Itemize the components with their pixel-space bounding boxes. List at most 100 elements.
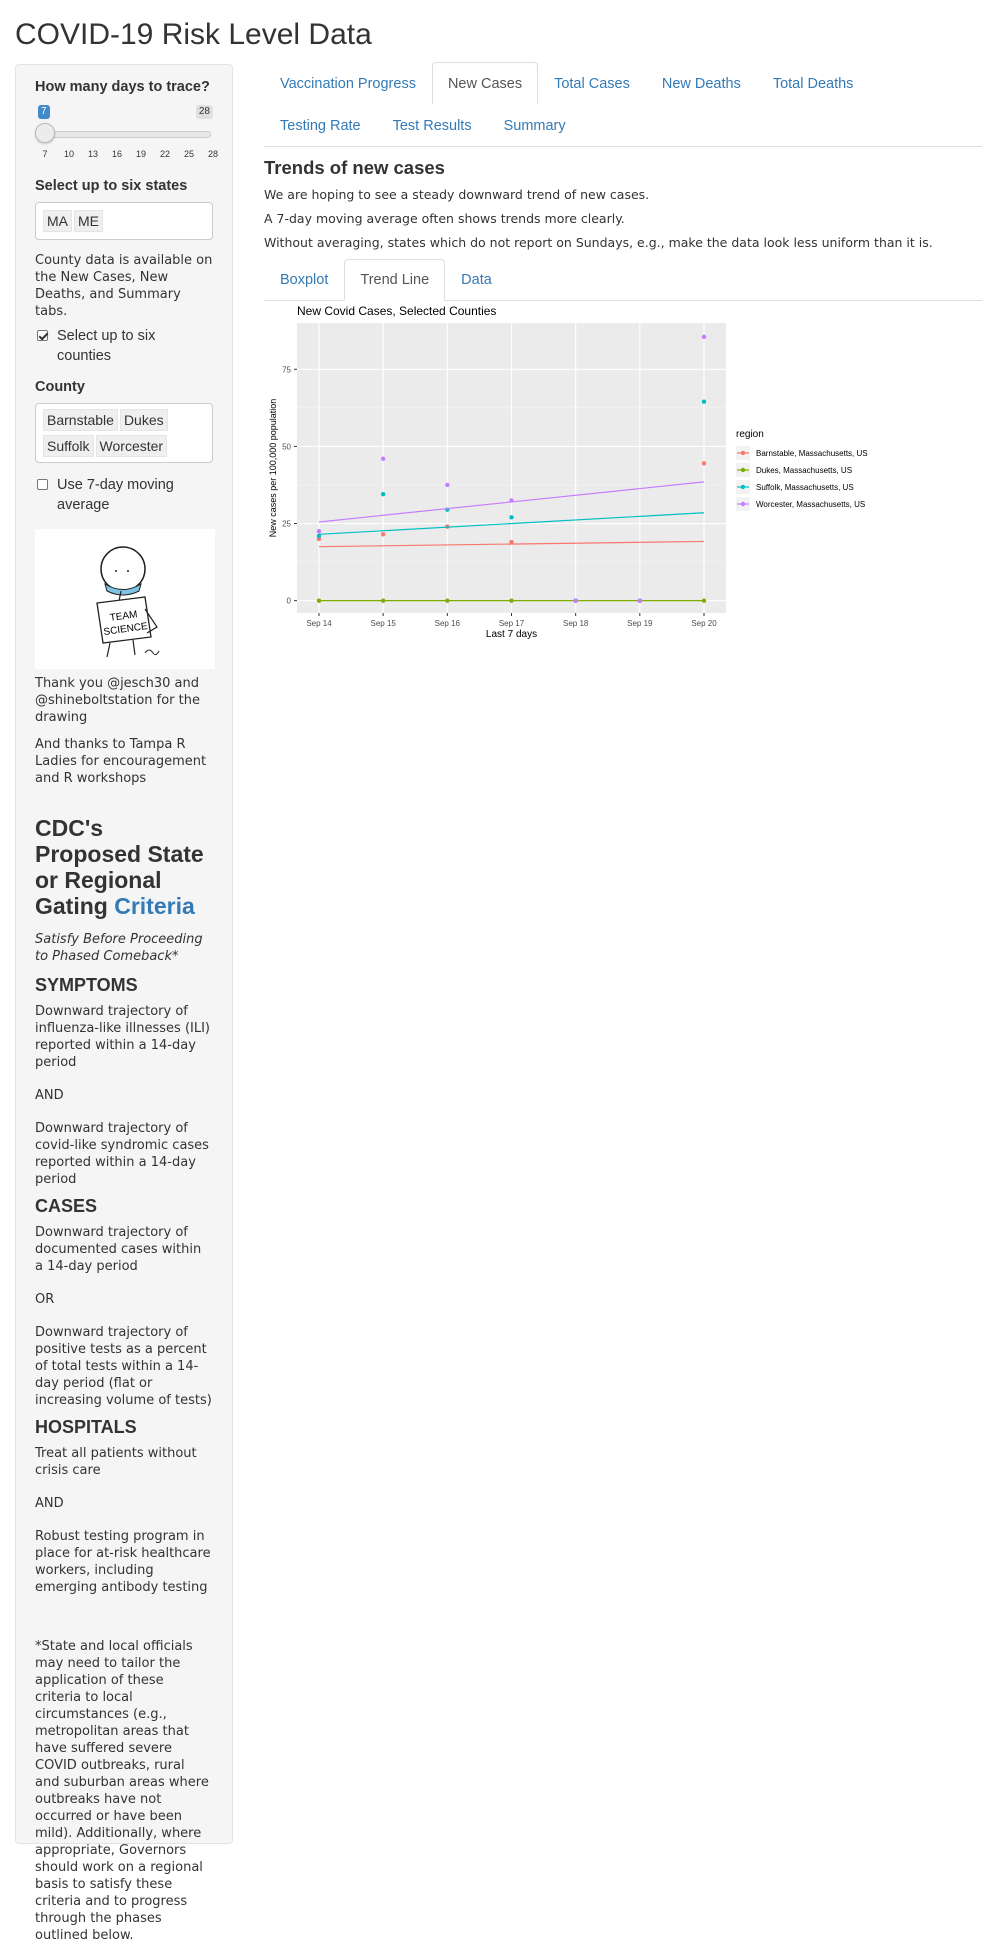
data-point <box>445 598 450 603</box>
section-heading: Trends of new cases <box>264 157 445 178</box>
slider-tick-label: 16 <box>111 149 123 159</box>
slider-tick-label: 25 <box>183 149 195 159</box>
data-point <box>701 598 707 603</box>
cdc-heading: CDC's Proposed State or Regional Gating … <box>35 815 204 919</box>
legend-point <box>740 501 746 507</box>
moving-average-checkbox[interactable]: Use 7-day moving average <box>35 475 213 515</box>
legend-title: region <box>736 429 764 440</box>
paragraph-2: A 7-day moving average often shows trend… <box>264 211 625 226</box>
counties-checkbox[interactable]: Select up to six counties <box>35 326 213 366</box>
y-axis-label: New cases per 100,000 population <box>268 399 278 538</box>
x-tick-label: Sep 17 <box>499 619 525 628</box>
sidebar-panel: How many days to trace? 7 28 7 10 13 16 19 22… <box>15 64 233 1943</box>
slider-tick-label: 7 <box>42 149 48 159</box>
thanks-tampa: And thanks to Tampa R Ladies for encoura… <box>35 737 207 786</box>
x-tick-label: Sep 16 <box>435 619 461 628</box>
y-tick-label: 75 <box>282 365 291 374</box>
state-chip-ma[interactable]: MA <box>43 210 72 232</box>
trend-line <box>318 512 705 535</box>
data-point <box>380 598 386 603</box>
legend-label: Suffolk, Massachusetts, US <box>756 483 854 492</box>
cases-criterion-2: Downward trajectory of positive tests as… <box>35 1325 212 1408</box>
team-science-drawing: TEAM SCIENCE <box>35 529 215 669</box>
data-point <box>380 456 386 461</box>
data-point <box>380 532 386 537</box>
subtab-boxplot[interactable]: Boxplot <box>280 272 329 288</box>
x-tick-label: Sep 19 <box>627 619 653 628</box>
y-tick-label: 0 <box>287 597 292 606</box>
cases-heading: CASES <box>35 1196 98 1216</box>
data-point <box>316 533 322 539</box>
county-chip-worcester[interactable]: Worcester <box>95 435 168 457</box>
paragraph-3: Without averaging, states which do not r… <box>264 235 933 250</box>
county-chip-suffolk[interactable]: Suffolk <box>43 435 94 457</box>
slider-track[interactable] <box>45 131 211 138</box>
checkbox-checked-icon[interactable] <box>37 330 48 341</box>
slider-max-label: 28 <box>195 105 213 119</box>
checkbox-unchecked-icon[interactable] <box>37 479 48 490</box>
tab-new-cases[interactable]: New Cases <box>431 62 539 105</box>
slider-tick-label: 22 <box>159 149 171 159</box>
slider-handle[interactable] <box>35 123 55 143</box>
states-select[interactable]: MA ME <box>35 202 213 240</box>
x-tick-label: Sep 14 <box>306 619 332 628</box>
tab-total-cases[interactable]: Total Cases <box>554 76 630 92</box>
and-separator: AND <box>35 1088 64 1103</box>
county-select[interactable]: Barnstable Dukes Suffolk Worcester <box>35 403 213 463</box>
data-point <box>316 598 322 603</box>
slider-tick-label: 13 <box>87 149 99 159</box>
and-separator-2: AND <box>35 1496 64 1511</box>
days-label: How many days to trace? <box>35 79 210 95</box>
page-title: COVID-19 Risk Level Data <box>15 18 372 51</box>
county-label: County <box>35 379 85 395</box>
tab-new-deaths[interactable]: New Deaths <box>661 76 741 92</box>
data-point <box>701 334 707 340</box>
tab-testing-rate[interactable]: Testing Rate <box>280 118 361 134</box>
thanks-drawing: Thank you @jesch30 and @shineboltstation… <box>35 676 200 725</box>
data-point <box>637 598 643 603</box>
tab-vaccination-progress[interactable]: Vaccination Progress <box>280 76 416 92</box>
chart-svg: New Covid Cases, Selected Counties 0 25 50 7… <box>268 304 868 640</box>
slider-tick-label: 28 <box>207 149 219 159</box>
data-point <box>445 482 450 488</box>
subtab-data[interactable]: Data <box>461 272 492 288</box>
cases-criterion-1: Downward trajectory of documented cases … <box>35 1225 202 1274</box>
data-point <box>573 598 578 603</box>
data-point <box>701 399 707 404</box>
criteria-link[interactable]: Criteria <box>114 893 195 919</box>
tab-total-deaths[interactable]: Total Deaths <box>772 76 854 92</box>
hospitals-criterion-1: Treat all patients without crisis care <box>35 1446 197 1478</box>
slider-value-label: 7 <box>38 105 50 119</box>
data-point <box>509 598 514 603</box>
slider-tick-label: 10 <box>63 149 75 159</box>
chart-tabs: Boxplot Trend Line Data <box>264 259 982 301</box>
tab-summary[interactable]: Summary <box>503 118 566 134</box>
county-chip-barnstable[interactable]: Barnstable <box>43 409 118 431</box>
drawing-sign-team: TEAM <box>109 609 138 624</box>
chart-title: New Covid Cases, Selected Counties <box>297 304 496 318</box>
state-chip-me[interactable]: ME <box>74 210 103 232</box>
legend-point <box>740 467 746 473</box>
county-chip-dukes[interactable]: Dukes <box>119 409 168 431</box>
cdc-subtitle: Satisfy Before Proceeding to Phased Come… <box>35 932 203 964</box>
counties-checkbox-label: Select up to six counties <box>57 328 156 364</box>
main-tabs: Vaccination Progress New Cases Total Cases… <box>264 62 982 147</box>
slider-tick-label: 19 <box>135 149 147 159</box>
slider-ticks: 7 10 13 16 19 22 25 28 <box>35 146 218 160</box>
data-point <box>316 536 322 542</box>
x-tick-label: Sep 18 <box>563 619 589 628</box>
symptoms-criterion-2: Downward trajectory of covid-like syndro… <box>35 1121 209 1187</box>
county-note: County data is available on the New Case… <box>35 253 213 319</box>
legend-label: Worcester, Massachusetts, US <box>756 500 865 509</box>
legend-label: Barnstable, Massachusetts, US <box>756 449 868 458</box>
subtab-trend-line[interactable]: Trend Line <box>344 259 446 301</box>
trend-line-chart: New Covid Cases, Selected Counties 0 25 50 7… <box>264 301 868 711</box>
moving-average-label: Use 7-day moving average <box>57 477 174 513</box>
data-point <box>509 498 514 503</box>
hospitals-heading: HOSPITALS <box>35 1417 137 1437</box>
days-slider[interactable]: 7 28 7 10 13 16 19 22 25 28 <box>35 102 218 159</box>
paragraph-1: We are hoping to see a steady downward t… <box>264 187 650 202</box>
data-point <box>380 492 386 497</box>
tab-test-results[interactable]: Test Results <box>392 118 472 134</box>
legend-point <box>740 450 746 456</box>
